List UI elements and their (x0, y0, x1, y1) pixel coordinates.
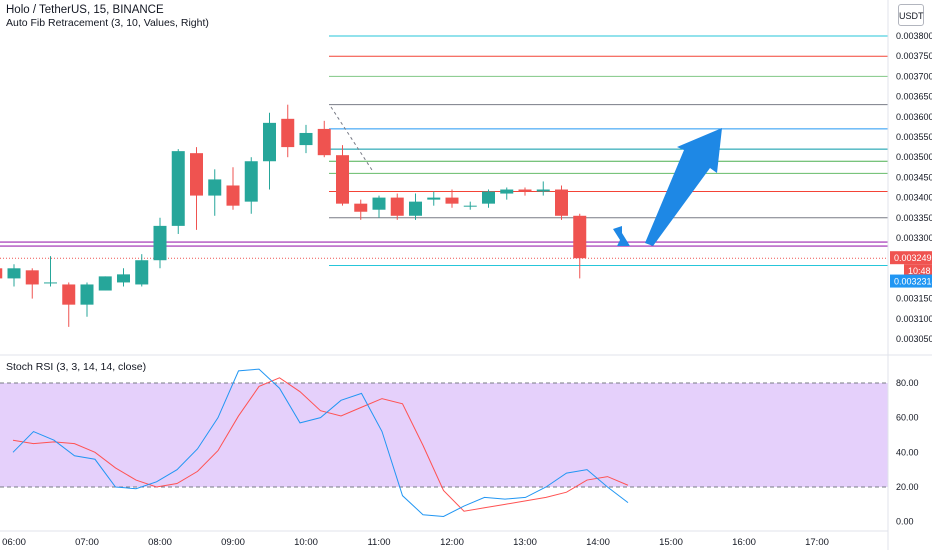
line-price-badge (890, 274, 932, 288)
candle-body (171, 151, 185, 226)
candle-body (25, 270, 39, 285)
rsi-tick-label: 20.00 (896, 482, 919, 492)
candle-body (573, 215, 587, 259)
candle-body (263, 122, 276, 162)
time-tick-label: 15:00 (659, 537, 683, 548)
candle-body (62, 284, 76, 305)
rsi-tick-label: 0.00 (896, 517, 914, 527)
candle-body (427, 197, 441, 200)
candle-body (317, 128, 331, 156)
candle-body (390, 197, 404, 216)
candle-body (445, 197, 459, 204)
candle-body (482, 191, 495, 204)
rsi-tick-label: 80.00 (896, 378, 919, 388)
time-tick-label: 10:00 (294, 537, 318, 548)
symbol-title[interactable]: Holo / TetherUS, 15, BINANCE (6, 4, 164, 16)
candle-body (80, 284, 94, 305)
candle-body (44, 282, 57, 284)
candle-body (98, 276, 112, 291)
fib-trend-line[interactable] (330, 106, 373, 171)
current-price-badge (890, 251, 932, 265)
currency-button[interactable]: USDT (898, 4, 924, 26)
candle-body (500, 189, 514, 194)
time-tick-label: 14:00 (586, 537, 610, 548)
candle-body (299, 132, 313, 146)
time-tick-label: 13:00 (513, 537, 537, 548)
time-tick-label: 17:00 (805, 537, 829, 548)
candle-body (536, 189, 550, 192)
countdown-badge (904, 264, 932, 278)
candle-body (336, 155, 349, 204)
stoch-rsi-k-line (12, 368, 629, 517)
candle-body (372, 197, 386, 210)
time-tick-label: 07:00 (75, 537, 99, 548)
candle-body (190, 153, 203, 196)
rsi-pane[interactable] (0, 368, 888, 517)
down-arrow-icon[interactable] (613, 226, 630, 246)
price-tick-label: 0.0030500 (896, 334, 932, 344)
rsi-title[interactable]: Stoch RSI (3, 3, 14, 14, close) (6, 361, 147, 373)
candle-body (555, 189, 568, 216)
fib-retracement[interactable] (329, 35, 888, 267)
candle-body (409, 201, 422, 216)
up-arrow-icon[interactable] (645, 128, 722, 246)
candle-body (518, 189, 532, 192)
stoch-rsi-d-line (12, 377, 629, 512)
price-badges: 0.0032499 10:480.0032318 (890, 251, 932, 288)
candle-body (354, 203, 368, 212)
time-tick-label: 09:00 (221, 537, 245, 548)
drawings[interactable] (330, 106, 722, 246)
rsi-tick-label: 60.00 (896, 413, 919, 423)
candle-body (208, 179, 222, 196)
time-tick-label: 11:00 (367, 537, 390, 548)
candles (0, 104, 587, 327)
time-axis[interactable]: 06:00 07:00 08:00 09:00 10:00 11:00 12:00 13:00… (2, 537, 829, 548)
main-pane[interactable] (0, 35, 888, 327)
time-tick-label: 16:00 (732, 537, 756, 548)
candle-body (0, 268, 3, 279)
candle-body (153, 225, 167, 261)
candle-body (226, 185, 240, 206)
rsi-band-fill (0, 383, 888, 487)
candle-body (244, 161, 258, 202)
candle-body (7, 268, 21, 279)
time-tick-label: 12:00 (440, 537, 464, 548)
rsi-tick-label: 40.00 (896, 447, 919, 457)
candle-body (117, 274, 130, 283)
candle-body (281, 118, 295, 148)
time-tick-label: 08:00 (148, 537, 172, 548)
indicator-title[interactable]: Auto Fib Retracement (3, 10, Values, Rig… (6, 17, 209, 29)
time-tick-label: 06:00 (2, 537, 26, 548)
candle-body (463, 205, 477, 207)
countdown-text: 10:48 (908, 266, 931, 276)
rsi-axis[interactable]: 80.00 60.00 40.00 20.00 0.00 (896, 378, 919, 527)
candle-body (135, 260, 149, 285)
horizontal-lines[interactable] (0, 241, 888, 247)
current-price-text: 0.0032499 (894, 253, 932, 263)
line-price-text: 0.0032318 (894, 277, 932, 287)
